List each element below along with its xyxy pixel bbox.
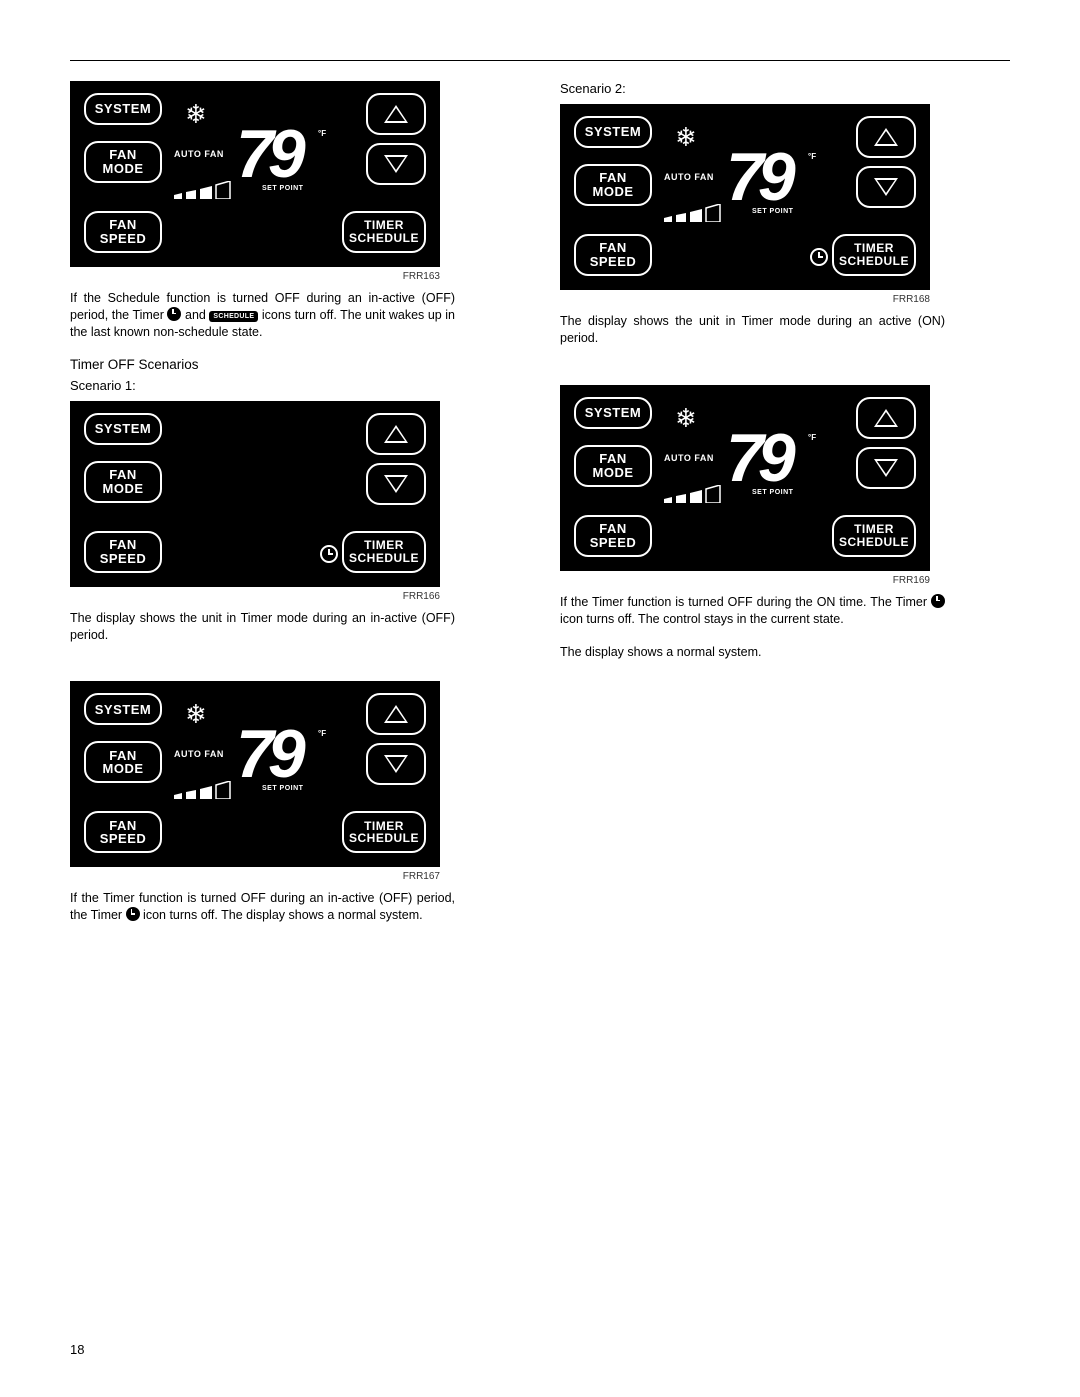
triangle-up-icon xyxy=(874,128,898,146)
triangle-down-icon xyxy=(874,459,898,477)
thermostat-display-frr168: SYSTEM FANMODE FANSPEED TIMERSCHEDULE ❄ … xyxy=(560,104,930,290)
down-button[interactable] xyxy=(856,447,916,489)
clock-icon xyxy=(126,907,140,921)
up-button[interactable] xyxy=(856,397,916,439)
triangle-up-icon xyxy=(874,409,898,427)
up-button[interactable] xyxy=(366,413,426,455)
paragraph-timer-active: The display shows the unit in Timer mode… xyxy=(560,313,945,347)
set-point-label: SET POINT xyxy=(752,208,793,215)
triangle-up-icon xyxy=(384,105,408,123)
temperature-value: 79 xyxy=(726,138,790,216)
set-point-label: SET POINT xyxy=(262,785,303,792)
schedule-badge-icon: SCHEDULE xyxy=(209,311,258,322)
up-button[interactable] xyxy=(366,693,426,735)
fan-mode-button[interactable]: FANMODE xyxy=(84,141,162,183)
triangle-down-icon xyxy=(874,178,898,196)
up-button[interactable] xyxy=(856,116,916,158)
down-button[interactable] xyxy=(366,463,426,505)
fan-speed-button[interactable]: FANSPEED xyxy=(84,211,162,253)
system-button[interactable]: SYSTEM xyxy=(574,397,652,429)
fan-mode-button[interactable]: FANMODE xyxy=(574,164,652,206)
timer-schedule-button[interactable]: TIMERSCHEDULE xyxy=(832,234,916,276)
set-point-label: SET POINT xyxy=(262,185,303,192)
thermostat-display-frr166: SYSTEM FANMODE FANSPEED TIMERSCHEDULE xyxy=(70,401,440,587)
clock-icon xyxy=(810,248,828,266)
clock-icon xyxy=(931,594,945,608)
paragraph-schedule-off: If the Schedule function is turned OFF d… xyxy=(70,290,455,341)
figure-label: FRR168 xyxy=(560,294,930,305)
triangle-down-icon xyxy=(384,475,408,493)
figure-label: FRR169 xyxy=(560,575,930,586)
paragraph-timer-inactive: The display shows the unit in Timer mode… xyxy=(70,610,455,644)
timer-schedule-button[interactable]: TIMERSCHEDULE xyxy=(342,531,426,573)
paragraph-normal-system: The display shows a normal system. xyxy=(560,644,945,661)
triangle-up-icon xyxy=(384,425,408,443)
down-button[interactable] xyxy=(366,143,426,185)
snowflake-icon: ❄ xyxy=(675,403,697,434)
down-button[interactable] xyxy=(856,166,916,208)
paragraph-timer-off-inactive: If the Timer function is turned OFF duri… xyxy=(70,890,455,924)
snowflake-icon: ❄ xyxy=(185,699,207,730)
system-button[interactable]: SYSTEM xyxy=(84,693,162,725)
fan-mode-button[interactable]: FANMODE xyxy=(84,461,162,503)
fan-speed-button[interactable]: FANSPEED xyxy=(84,811,162,853)
fan-speed-bars-icon xyxy=(664,204,726,222)
snowflake-icon: ❄ xyxy=(185,99,207,130)
scenario-2-label: Scenario 2: xyxy=(560,81,1010,96)
timer-schedule-button[interactable]: TIMERSCHEDULE xyxy=(832,515,916,557)
temperature-value: 79 xyxy=(726,419,790,497)
temperature-unit: °F xyxy=(318,129,326,138)
thermostat-display-frr167: SYSTEM FANMODE FANSPEED TIMERSCHEDULE ❄ … xyxy=(70,681,440,867)
auto-fan-label: AUTO FAN xyxy=(174,749,224,759)
right-column: Scenario 2: SYSTEM FANMODE FANSPEED TIME… xyxy=(560,81,1010,940)
fan-speed-button[interactable]: FANSPEED xyxy=(574,515,652,557)
temperature-value: 79 xyxy=(236,715,300,793)
fan-speed-button[interactable]: FANSPEED xyxy=(574,234,652,276)
up-button[interactable] xyxy=(366,93,426,135)
triangle-up-icon xyxy=(384,705,408,723)
paragraph-timer-off-on: If the Timer function is turned OFF duri… xyxy=(560,594,945,628)
auto-fan-label: AUTO FAN xyxy=(174,149,224,159)
fan-speed-bars-icon xyxy=(174,781,236,799)
set-point-label: SET POINT xyxy=(752,489,793,496)
thermostat-display-frr169: SYSTEM FANMODE FANSPEED TIMERSCHEDULE ❄ … xyxy=(560,385,930,571)
temperature-unit: °F xyxy=(808,152,816,161)
snowflake-icon: ❄ xyxy=(675,122,697,153)
triangle-down-icon xyxy=(384,755,408,773)
top-rule xyxy=(70,60,1010,61)
fan-mode-button[interactable]: FANMODE xyxy=(84,741,162,783)
thermostat-display-frr163: SYSTEM FANMODE FANSPEED TIMERSCHEDULE ❄ … xyxy=(70,81,440,267)
fan-speed-button[interactable]: FANSPEED xyxy=(84,531,162,573)
fan-mode-button[interactable]: FANMODE xyxy=(574,445,652,487)
two-column-layout: SYSTEM FANMODE FANSPEED TIMERSCHEDULE ❄ … xyxy=(70,81,1010,940)
left-column: SYSTEM FANMODE FANSPEED TIMERSCHEDULE ❄ … xyxy=(70,81,520,940)
system-button[interactable]: SYSTEM xyxy=(84,413,162,445)
auto-fan-label: AUTO FAN xyxy=(664,172,714,182)
triangle-down-icon xyxy=(384,155,408,173)
timer-schedule-button[interactable]: TIMERSCHEDULE xyxy=(342,211,426,253)
temperature-unit: °F xyxy=(318,729,326,738)
system-button[interactable]: SYSTEM xyxy=(84,93,162,125)
auto-fan-label: AUTO FAN xyxy=(664,453,714,463)
timer-schedule-button[interactable]: TIMERSCHEDULE xyxy=(342,811,426,853)
temperature-value: 79 xyxy=(236,115,300,193)
figure-label: FRR166 xyxy=(70,591,440,602)
timer-off-heading: Timer OFF Scenarios xyxy=(70,357,520,372)
figure-label: FRR163 xyxy=(70,271,440,282)
system-button[interactable]: SYSTEM xyxy=(574,116,652,148)
fan-speed-bars-icon xyxy=(174,181,236,199)
scenario-1-label: Scenario 1: xyxy=(70,378,520,393)
down-button[interactable] xyxy=(366,743,426,785)
fan-speed-bars-icon xyxy=(664,485,726,503)
clock-icon xyxy=(320,545,338,563)
page-number: 18 xyxy=(70,1342,84,1357)
clock-icon xyxy=(167,307,181,321)
figure-label: FRR167 xyxy=(70,871,440,882)
temperature-unit: °F xyxy=(808,433,816,442)
